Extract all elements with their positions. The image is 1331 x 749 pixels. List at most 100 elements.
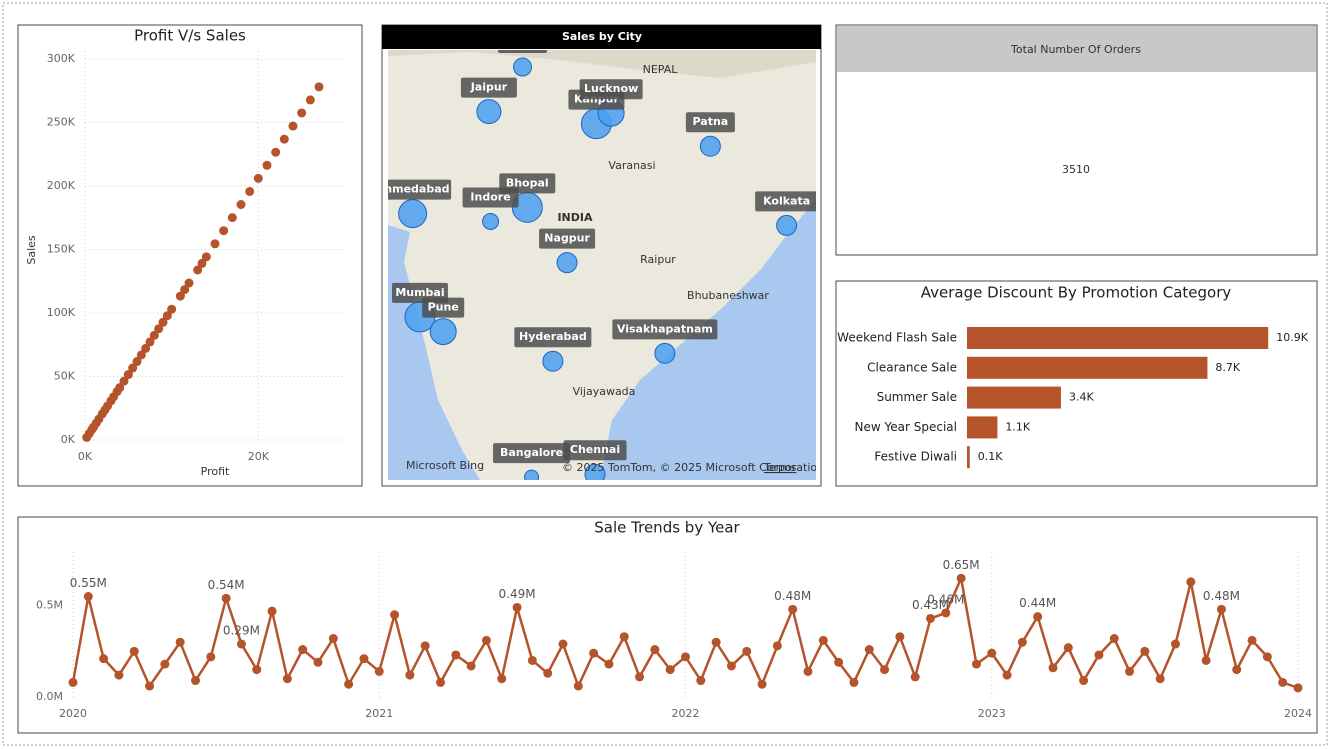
scatter-point [128,363,138,373]
city-bubble [776,214,798,236]
value-label: 0.48M [1203,589,1240,603]
city-label: Kolkata [763,194,810,207]
map-terms[interactable]: Terms [763,461,797,474]
value-label: 3.4K [1069,391,1094,404]
trend-point [757,679,767,689]
city-label-box [493,443,571,464]
trend-point [1201,655,1211,665]
scatter-point [288,121,298,131]
trend-point [987,648,997,658]
city-label-box [579,79,643,100]
trend-point [527,655,537,665]
city-label: Hyderabad [519,330,587,343]
city-label: Chennai [570,443,620,456]
scatter-point [149,330,159,340]
bar [967,446,970,469]
trend-point [1232,665,1242,675]
scatter-panel [17,24,363,487]
city-label-box [755,191,816,212]
trend-point [390,610,400,620]
trend-point [788,604,798,614]
category-label: Clearance Sale [867,360,957,374]
bar-panel [835,280,1318,487]
y-tick-label: 0.5M [36,599,63,612]
x-tick-label: 20K [248,450,270,463]
city-bubble [699,135,721,157]
trend-point [497,674,507,684]
trend-point [359,654,369,664]
trend-point [1278,677,1288,687]
city-bubble [584,463,606,480]
x-tick-label: 0K [78,450,93,463]
scatter-point [279,134,289,144]
basemap-label: Vijayawada [573,385,636,398]
x-tick-label: 2020 [59,707,87,720]
scatter-point [158,317,168,327]
trend-point [114,670,124,680]
basemap-label: Varanasi [608,159,655,172]
scatter-point [162,311,172,321]
scatter-point [175,291,185,301]
trend-point [313,657,323,667]
trend-point [1109,634,1119,644]
map-provider: Microsoft Bing [406,459,484,472]
scatter-point [197,258,207,268]
trend-point [1017,637,1027,647]
scatter-point [154,324,164,334]
trend-point [1216,604,1226,614]
trend-point [160,659,170,669]
trend-point [191,676,200,686]
scatter-point [314,82,324,92]
scatter-point [136,350,146,360]
scatter-point [236,200,246,210]
trend-point [803,666,813,676]
himalaya [388,50,816,78]
city-label: Ahmedabad [376,183,450,196]
city-bubble [482,212,500,230]
trend-point [99,654,109,664]
basemap-label: Raipur [640,253,676,266]
chart-title: Average Discount By Promotion Category [921,284,1232,302]
category-label: Festive Diwali [874,450,957,464]
y-tick-label: 250K [47,116,76,129]
trend-point [328,634,338,644]
chart-title: Profit V/s Sales [134,27,246,45]
city-label-box [563,440,627,461]
trend-point [681,652,690,662]
scatter-point [132,357,142,367]
trend-point [941,608,951,618]
value-label: 0.43M [912,598,949,612]
trend-point [1293,683,1303,693]
scatter-point [245,186,255,196]
scatter-point [219,226,229,236]
trend-point [405,670,415,680]
value-label: 0.65M [943,558,980,572]
trend-point [206,652,216,662]
trend-point [1125,666,1135,676]
trend-point [1094,650,1104,660]
trend-point [1247,635,1257,645]
city-label: Indore [470,190,510,203]
scatter-point [167,304,177,314]
y-tick-label: 150K [47,243,76,256]
basemap: DelhiJaipurKanpurLucknowPatnaBhopalAhmed… [376,50,816,480]
city-bubble [476,99,502,125]
value-label: 0.44M [1019,596,1056,610]
trend-point [512,602,522,612]
trend-point [68,677,78,687]
y-tick-label: 100K [47,306,76,319]
trend-point [665,665,675,675]
x-tick-label: 2022 [672,707,700,720]
value-label: 0.1K [978,450,1003,463]
scatter-point [123,370,133,380]
trend-point [344,679,354,689]
value-label: 0.48M [774,589,811,603]
category-label: Weekend Flash Sale [837,331,957,345]
scatter-point [253,173,263,183]
trend-point [1063,643,1073,653]
scatter-point [210,239,220,249]
trend-point [558,639,568,649]
trend-point [956,573,966,583]
trend-point [742,646,752,656]
